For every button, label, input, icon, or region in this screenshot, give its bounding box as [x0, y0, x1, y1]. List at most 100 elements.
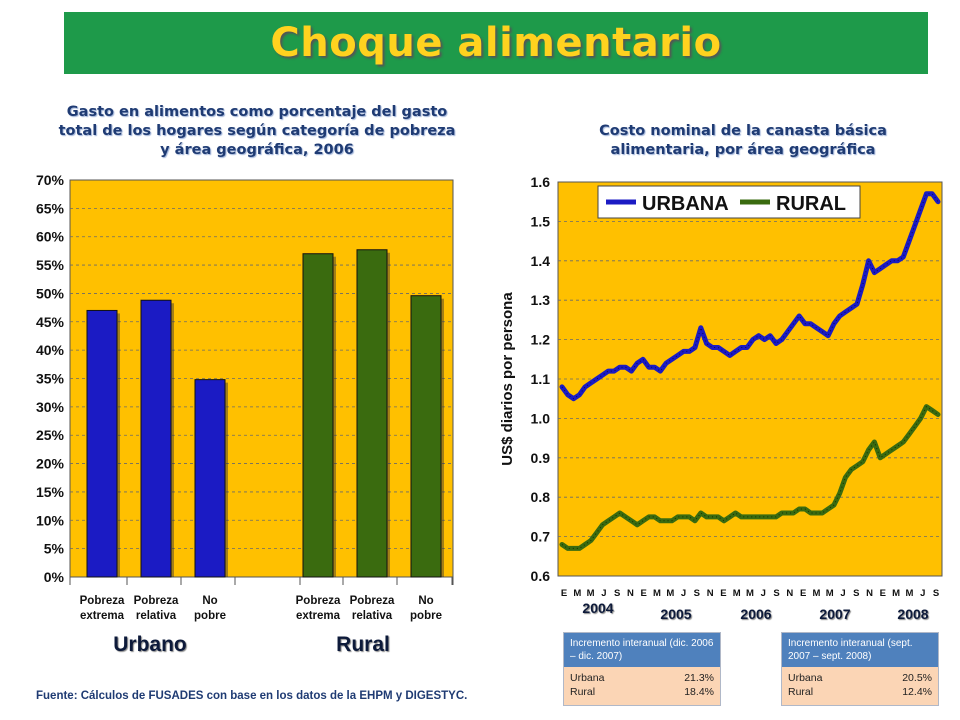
line-y-tick-label: 1.3: [531, 292, 551, 308]
line-x-month-label: N: [866, 588, 873, 599]
series-marker-line-rural: [561, 405, 939, 549]
bar-y-tick-label: 65%: [36, 200, 65, 216]
bar-category-label: extrema: [80, 610, 125, 622]
line-x-year-label: 2007: [819, 606, 850, 622]
bar-category-label: relativa: [136, 610, 177, 622]
line-y-tick-label: 0.9: [531, 450, 551, 466]
line-x-month-label: M: [746, 588, 754, 599]
bar-group-label-rural: Rural: [336, 633, 390, 656]
bar-y-tick-label: 25%: [36, 427, 65, 443]
bar-urbano-2: [194, 379, 226, 578]
line-x-month-label: M: [812, 588, 820, 599]
info-box-2-value-urbana: 20.5%: [902, 672, 932, 684]
line-x-month-label: M: [892, 588, 900, 599]
bar-rural-2: [410, 295, 442, 578]
line-y-tick-label: 1.1: [531, 371, 551, 387]
bar-y-tick-label: 50%: [36, 285, 65, 301]
line-x-year-label: 2006: [740, 606, 771, 622]
line-chart: 0.6 0.7 0.8 0.9 1.0 1.1 1.2 1.3 1.4 1.5 1.6 US$ dia…: [499, 174, 943, 622]
bar-y-tick-label: 35%: [36, 371, 65, 387]
bar-group-label-urbano: Urbano: [113, 633, 187, 656]
line-x-month-label: J: [840, 588, 845, 599]
line-x-month-label: N: [786, 588, 793, 599]
info-box-2: Incremento interanual (sept. 2007 – sept…: [781, 632, 939, 706]
bar-category-label: No: [418, 595, 433, 607]
info-box-2-value-rural: 12.4%: [902, 686, 932, 698]
bar-y-tick-label: 55%: [36, 257, 65, 273]
bar-category-label: extrema: [296, 610, 341, 622]
line-x-month-label: E: [880, 588, 886, 599]
line-y-tick-label: 1.6: [531, 174, 551, 190]
line-x-month-label: M: [905, 588, 913, 599]
info-box-1-label-rural: Rural: [570, 686, 596, 698]
bar-y-tick-label: 45%: [36, 314, 65, 330]
line-x-month-label: S: [773, 588, 779, 599]
bar-category-label: No: [202, 595, 217, 607]
line-y-axis-label: US$ diarios por persona: [499, 292, 516, 466]
line-x-month-label: S: [614, 588, 620, 599]
legend-box: [597, 185, 861, 219]
line-y-tick-label: 0.7: [531, 529, 551, 545]
line-x-month-label: M: [573, 588, 581, 599]
line-x-month-label: S: [933, 588, 939, 599]
line-x-month-label: E: [800, 588, 806, 599]
line-y-tick-label: 1.4: [531, 253, 551, 269]
line-x-month-label: M: [653, 588, 661, 599]
bar-category-label: pobre: [410, 610, 442, 622]
bar-y-tick-label: 0%: [44, 569, 65, 585]
line-x-month-label: E: [641, 588, 647, 599]
line-y-tick-label: 1.5: [531, 213, 551, 229]
bar-y-tick-label: 30%: [36, 399, 65, 415]
line-x-year-label: 2008: [897, 606, 928, 622]
info-box-1-value-rural: 18.4%: [684, 686, 714, 698]
line-x-month-label: N: [707, 588, 714, 599]
bar-y-tick-label: 10%: [36, 512, 65, 528]
line-x-month-label: M: [666, 588, 674, 599]
bar-y-tick-label: 60%: [36, 229, 65, 245]
bar-urbano-1: [140, 299, 172, 578]
bar-y-tick-label: 15%: [36, 484, 65, 500]
info-box-1-value-urbana: 21.3%: [684, 672, 714, 684]
info-box-1-title: Incremento interanual (dic. 2006 – dic. …: [564, 633, 720, 667]
line-x-month-label: E: [720, 588, 726, 599]
line-x-month-label: M: [826, 588, 834, 599]
line-x-month-label: S: [694, 588, 700, 599]
bar-y-tick-label: 5%: [44, 541, 65, 557]
bar-y-tick-label: 20%: [36, 456, 65, 472]
info-box-1-label-urbana: Urbana: [570, 672, 605, 684]
bar-category-label: pobre: [194, 610, 226, 622]
line-x-month-label: J: [681, 588, 686, 599]
bar-category-label: relativa: [352, 610, 393, 622]
page-title: Choque alimentario: [270, 20, 722, 66]
legend-label-urbana: URBANA: [642, 193, 729, 215]
line-x-month-label: J: [761, 588, 766, 599]
left-chart-title: Gasto en alimentos como porcentaje del g…: [58, 104, 456, 158]
bar-rural-0: [302, 253, 334, 578]
line-x-month-label: M: [733, 588, 741, 599]
bar-urbano-0: [86, 309, 118, 578]
line-x-month-label: E: [561, 588, 567, 599]
line-x-month-label: J: [601, 588, 606, 599]
legend-label-rural: RURAL: [776, 193, 846, 215]
bar-y-tick-label: 40%: [36, 342, 65, 358]
bar-category-label: Pobreza: [296, 595, 341, 607]
line-x-year-label: 2005: [660, 606, 691, 622]
line-x-month-label: N: [627, 588, 634, 599]
bar-category-label: Pobreza: [350, 595, 395, 607]
line-x-month-label: J: [920, 588, 925, 599]
line-x-month-label: S: [853, 588, 859, 599]
bar-category-label: Pobreza: [80, 595, 125, 607]
line-x-month-label: M: [587, 588, 595, 599]
info-box-2-title: Incremento interanual (sept. 2007 – sept…: [782, 633, 938, 667]
bar-rural-1: [356, 249, 388, 578]
source-note: Fuente: Cálculos de FUSADES con base en …: [36, 690, 468, 702]
line-y-tick-label: 0.6: [531, 568, 551, 584]
bar-y-tick-label: 70%: [36, 172, 65, 188]
series-line-urbana: [559, 191, 941, 402]
line-y-tick-label: 1.2: [531, 332, 551, 348]
info-box-1: Incremento interanual (dic. 2006 – dic. …: [563, 632, 721, 706]
line-y-tick-label: 0.8: [531, 489, 551, 505]
right-chart-title: Costo nominal de la canasta básica alime…: [599, 123, 887, 158]
bar-chart: 0% 5% 10% 15% 20% 25% 30% 35% 40% 45% 50% 55% 60% 65%…: [36, 172, 454, 656]
line-y-tick-label: 1.0: [531, 410, 551, 426]
